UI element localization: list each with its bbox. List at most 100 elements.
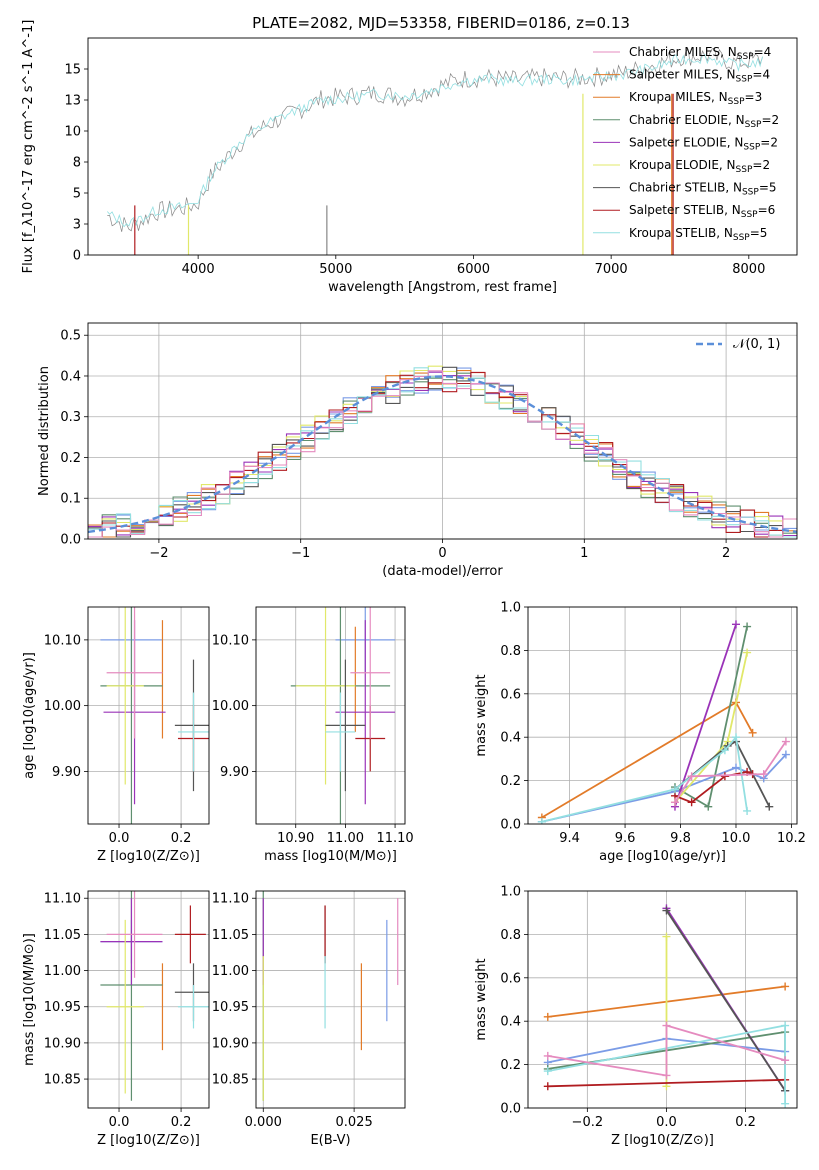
legend-count: =6	[758, 203, 776, 217]
legend-subscript: SSP	[736, 165, 753, 175]
histogram-step	[88, 370, 797, 538]
weight-marker	[748, 728, 757, 737]
y-tick-label: 8	[73, 156, 81, 171]
y-tick-label: 0.5	[60, 329, 81, 344]
legend-entry: 𝒩(0, 1)	[733, 337, 780, 352]
axes-frame	[527, 890, 798, 1109]
y-axis-label: mass weight	[474, 674, 489, 756]
y-tick-label: 0.0	[500, 1102, 521, 1117]
plot-area	[88, 365, 797, 538]
x-axis-label: Z [log10(Z/Z⊙)]	[97, 1133, 200, 1148]
x-axis-label: wavelength [Angstrom, rest frame]	[328, 280, 557, 295]
legend-subscript: SSP	[736, 75, 753, 85]
y-tick-label: 0.1	[60, 492, 81, 507]
weight-line	[541, 701, 754, 819]
y-axis-label: mass weight	[474, 958, 489, 1040]
y-tick-label: 0.4	[500, 1015, 521, 1030]
weight-marker	[731, 763, 740, 772]
weight-marker	[781, 750, 790, 759]
weight-marker	[704, 802, 713, 811]
legend-entry: Chabrier STELIB, NSSP=5	[629, 181, 777, 198]
y-tick-label: 11.05	[44, 928, 81, 943]
y-tick-label: 1.0	[500, 885, 521, 900]
y-tick-label: 0.0	[500, 818, 521, 833]
weight-marker	[543, 1012, 552, 1021]
y-tick-label: 0.2	[500, 1058, 521, 1073]
x-tick-label: −0.2	[572, 1115, 604, 1130]
plot-area	[100, 607, 209, 824]
x-tick-label: 0.0	[656, 1115, 677, 1130]
x-tick-label: 0.0	[109, 831, 130, 846]
y-tick-label: 11.10	[44, 892, 81, 907]
y-tick-label: 0.0	[60, 533, 81, 548]
legend-entry: Kroupa STELIB, NSSP=5	[629, 226, 767, 243]
y-axis-label: age [log10(age/yr)]	[22, 652, 37, 779]
legend-subscript: SSP	[737, 52, 754, 62]
legend-subscript: SSP	[728, 97, 745, 107]
x-tick-label: 0.025	[336, 1115, 373, 1130]
y-tick-label: 0	[73, 249, 81, 264]
y-tick-label: 0.6	[500, 971, 521, 986]
x-tick-label: 7000	[595, 262, 628, 277]
y-tick-label: 11.05	[212, 928, 249, 943]
x-tick-label: 9.8	[670, 831, 691, 846]
y-tick-label: 1.0	[500, 601, 521, 616]
axes-frame	[87, 606, 210, 825]
x-tick-label: 9.4	[559, 831, 580, 846]
legend-subscript: SSP	[743, 142, 760, 152]
y-tick-label: 9.90	[220, 765, 249, 780]
chart-panels: 4000 5000 6000 7000 80000358101315wavelength…	[21, 20, 806, 1148]
plot-area	[106, 47, 763, 255]
legend-count: =5	[750, 226, 768, 240]
legend-count: =5	[759, 181, 777, 195]
weight-marker	[662, 932, 671, 941]
x-axis-label: (data-model)/error	[382, 564, 503, 579]
x-axis-label: Z [log10(Z/Z⊙)]	[97, 849, 200, 864]
y-tick-label: 11.00	[44, 964, 81, 979]
y-tick-label: 10.85	[212, 1073, 249, 1088]
axes-frame	[87, 322, 798, 540]
plot-area	[100, 891, 209, 1101]
y-tick-label: 10.95	[212, 1000, 249, 1015]
weight-marker	[731, 620, 740, 629]
weight-line	[541, 735, 748, 823]
weight-marker	[670, 798, 679, 807]
weight-marker	[662, 1071, 671, 1080]
legend-subscript: SSP	[733, 233, 750, 243]
y-axis-label: Flux [f_λ10^-17 erg cm^-2 s^-1 A^-1]	[21, 20, 36, 274]
axes-frame	[255, 606, 406, 825]
legend-entry: Salpeter MILES, NSSP=4	[629, 68, 770, 85]
x-tick-label: 1	[580, 546, 588, 561]
x-tick-label: 0.2	[735, 1115, 756, 1130]
weight-line	[674, 740, 787, 803]
legend-count: =2	[760, 135, 778, 149]
x-tick-label: 11.10	[376, 831, 413, 846]
y-tick-label: 10.90	[212, 1036, 249, 1051]
y-tick-label: 10.00	[44, 699, 81, 714]
y-tick-label: 10.95	[44, 1000, 81, 1015]
weight-marker	[720, 746, 729, 755]
legend-entry: Kroupa ELODIE, NSSP=2	[629, 158, 770, 175]
legend-count: =2	[752, 158, 770, 172]
y-tick-label: 13	[64, 94, 81, 109]
x-tick-label: −2	[149, 546, 168, 561]
weight-line	[674, 624, 737, 807]
x-tick-label: 0.2	[171, 1115, 192, 1130]
legend-entry: Salpeter STELIB, NSSP=6	[629, 203, 775, 220]
y-tick-label: 15	[64, 63, 81, 78]
weight-marker	[781, 1099, 790, 1108]
weight-marker	[731, 733, 740, 742]
weight-marker	[743, 648, 752, 657]
weight-marker	[662, 906, 671, 915]
x-tick-label: 11.00	[327, 831, 364, 846]
y-tick-label: 5	[73, 187, 81, 202]
x-tick-label: 5000	[319, 262, 352, 277]
plot-area	[543, 904, 790, 1108]
weight-line	[541, 753, 787, 823]
y-tick-label: 9.90	[52, 765, 81, 780]
legend-entry: Salpeter ELODIE, NSSP=2	[629, 135, 778, 152]
plot-area	[537, 620, 790, 824]
x-tick-label: 9.6	[615, 831, 636, 846]
legend-entry: Kroupa MILES, NSSP=3	[629, 90, 762, 107]
weight-marker	[781, 1021, 790, 1030]
